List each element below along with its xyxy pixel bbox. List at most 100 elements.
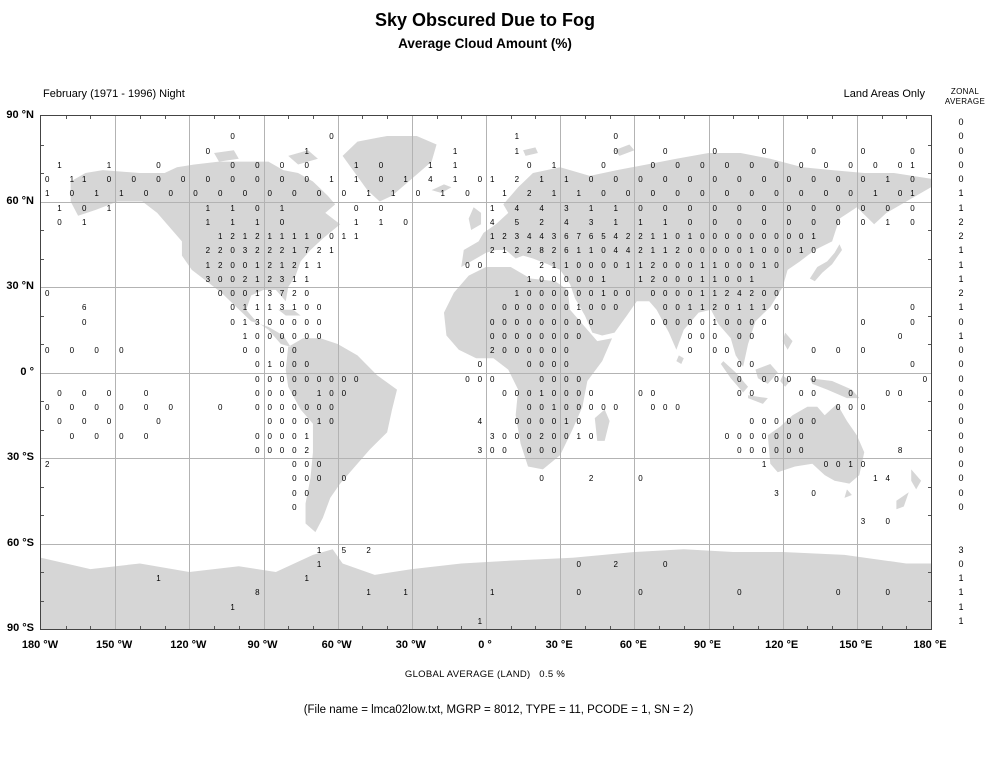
zonal-average-value: 0: [958, 387, 964, 398]
grid-value: 0: [860, 203, 866, 213]
minor-tick: [288, 626, 290, 629]
grid-value: 0: [588, 303, 594, 313]
grid-value: 0: [292, 474, 297, 484]
grid-value: 0: [353, 374, 359, 384]
grid-value: 0: [737, 388, 742, 398]
grid-value: 1: [255, 274, 260, 284]
grid-value: 0: [663, 260, 668, 270]
grid-value: 0: [576, 317, 581, 327]
minor-tick: [436, 116, 438, 119]
grid-value: 0: [514, 317, 520, 327]
grid-value: 0: [860, 317, 866, 327]
minor-tick: [387, 116, 389, 119]
grid-value: 0: [415, 189, 421, 199]
grid-value: 0: [329, 388, 334, 398]
grid-value: 0: [477, 260, 483, 270]
grid-value: 0: [786, 431, 792, 441]
grid-value: 0: [143, 403, 149, 413]
lat-tick-label: 90 °N: [6, 109, 34, 121]
grid-value: 0: [279, 317, 285, 327]
zonal-average-value: 1: [958, 573, 964, 584]
lon-tick-label: 30 °W: [395, 639, 426, 651]
grid-value: 0: [786, 246, 792, 256]
grid-value: 2: [539, 431, 544, 441]
grid-value: 0: [663, 403, 668, 413]
lat-tick-label: 60 °N: [6, 194, 34, 207]
grid-value: 1: [588, 203, 594, 213]
minor-tick: [928, 144, 931, 146]
grid-value: 0: [292, 388, 297, 398]
minor-tick: [238, 626, 240, 629]
grid-value: 0: [638, 588, 643, 598]
grid-value: 0: [712, 175, 717, 185]
grid-value: 3: [514, 232, 520, 242]
grid-value: 0: [700, 160, 705, 170]
grid-value: 0: [601, 246, 606, 256]
grid-value: 0: [465, 260, 470, 270]
minor-tick: [41, 315, 44, 317]
grid-value: 0: [477, 374, 483, 384]
minor-tick: [312, 116, 314, 119]
grid-value: 0: [255, 445, 260, 455]
grid-value: 0: [255, 374, 260, 384]
grid-value: 6: [82, 303, 87, 313]
grid-value: 1: [304, 146, 309, 156]
grid-value: 0: [798, 388, 804, 398]
lon-tick-label: 150 °W: [96, 639, 133, 651]
grid-value: 1: [279, 260, 285, 270]
grid-value: 0: [737, 374, 742, 384]
grid-value: 0: [625, 189, 631, 199]
grid-value: 0: [675, 274, 680, 284]
grid-value: 0: [576, 289, 581, 299]
grid-value: 0: [761, 175, 767, 185]
grid-value: 0: [811, 488, 816, 498]
grid-value: 1: [663, 217, 668, 227]
grid-value: 0: [514, 388, 520, 398]
grid-value: 1: [316, 260, 322, 270]
minor-tick: [41, 401, 44, 402]
grid-value: 0: [848, 388, 853, 398]
grid-value: 0: [279, 160, 285, 170]
grid-value: 0: [910, 217, 915, 227]
grid-value: 0: [341, 189, 347, 199]
grid-value: 0: [774, 160, 779, 170]
lon-tick-label: 90 °W: [247, 639, 278, 651]
grid-value: 0: [316, 317, 322, 327]
grid-value: 1: [304, 431, 309, 441]
grid-value: 1: [428, 160, 433, 170]
grid-value: 0: [811, 217, 816, 227]
grid-value: 1: [316, 559, 322, 569]
grid-value: 4: [625, 246, 631, 256]
minor-tick: [609, 626, 611, 629]
minor-tick: [65, 626, 67, 629]
grid-value: 2: [489, 346, 495, 356]
grid-line-horizontal: [41, 543, 931, 545]
grid-value: 2: [267, 246, 272, 256]
grid-value: 0: [724, 160, 730, 170]
grid-value: 0: [44, 403, 50, 413]
grid-value: 0: [267, 388, 272, 398]
chart-subtitle: Average Cloud Amount (%): [398, 36, 572, 51]
grid-value: 0: [811, 346, 816, 356]
zonal-average-value: 0: [958, 444, 964, 455]
grid-value: 3: [205, 274, 211, 284]
minor-tick: [757, 626, 759, 629]
grid-value: 0: [712, 203, 717, 213]
grid-value: 0: [304, 488, 309, 498]
grid-value: 0: [230, 303, 235, 313]
grid-value: 1: [205, 260, 211, 270]
grid-value: 0: [489, 317, 495, 327]
grid-value: 1: [452, 160, 458, 170]
grid-value: 3: [564, 203, 569, 213]
lon-tick-label: 180 °E: [913, 639, 947, 651]
minor-tick: [906, 626, 908, 629]
minor-tick: [928, 230, 931, 231]
grid-value: 0: [279, 431, 285, 441]
grid-value: 0: [378, 160, 384, 170]
grid-value: 1: [539, 388, 544, 398]
grid-value: 0: [885, 203, 890, 213]
grid-value: 0: [724, 346, 730, 356]
grid-value: 3: [267, 289, 272, 299]
grid-value: 0: [551, 317, 557, 327]
grid-value: 0: [156, 417, 161, 427]
